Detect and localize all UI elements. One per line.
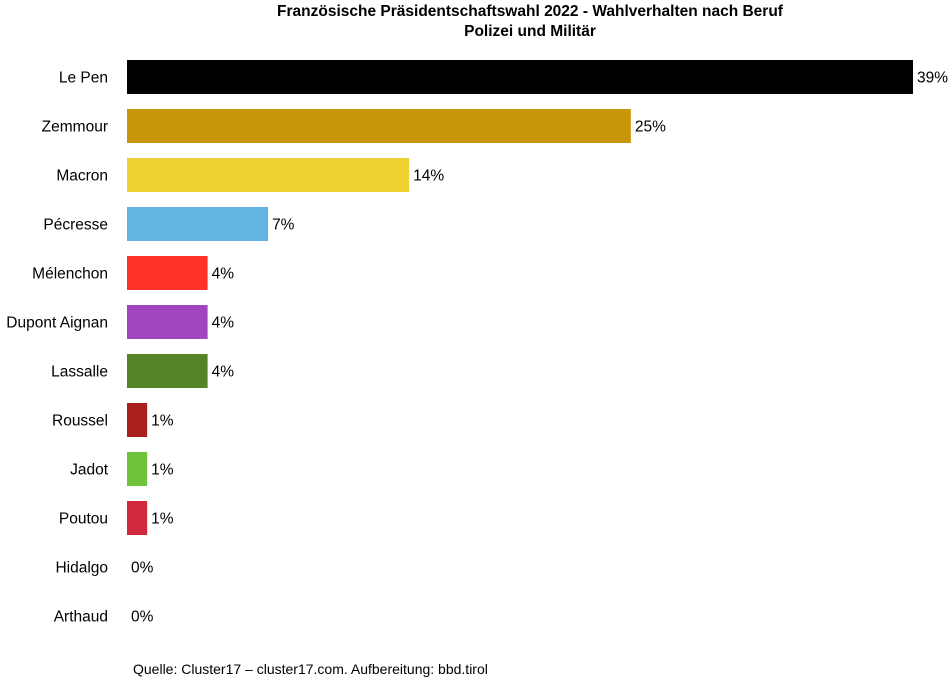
bar-le-pen (127, 60, 913, 94)
category-label-melenchon: Mélenchon (32, 266, 108, 283)
category-label-dupont-aignan: Dupont Aignan (6, 315, 108, 332)
value-label-hidalgo: 0% (131, 560, 154, 577)
category-label-le-pen: Le Pen (59, 70, 108, 87)
category-label-zemmour: Zemmour (42, 119, 108, 136)
category-label-pecresse: Pécresse (43, 217, 108, 234)
bar-melenchon (127, 256, 208, 290)
bars-group: Le Pen 39% Zemmour 25% Macron 14% Pécresse 7% Mé… (6, 60, 948, 626)
category-label-roussel: Roussel (52, 413, 108, 430)
source-note: Quelle: Cluster17 – cluster17.com. Aufbe… (133, 661, 488, 677)
chart-title: Französische Präsidentschaftswahl 2022 -… (277, 3, 784, 20)
value-label-poutou: 1% (151, 511, 174, 528)
chart-subtitle: Polizei und Militär (464, 23, 596, 40)
value-label-dupont-aignan: 4% (212, 315, 235, 332)
category-label-hidalgo: Hidalgo (55, 560, 108, 577)
value-label-arthaud: 0% (131, 609, 154, 626)
bar-pecresse (127, 207, 269, 241)
value-label-lassalle: 4% (212, 364, 235, 381)
value-label-roussel: 1% (151, 413, 174, 430)
bar-dupont-aignan (127, 305, 208, 339)
value-label-le-pen: 39% (917, 70, 948, 87)
category-label-lassalle: Lassalle (51, 364, 108, 381)
bar-macron (127, 158, 410, 192)
bar-jadot (127, 452, 148, 486)
value-label-pecresse: 7% (272, 217, 295, 234)
value-label-macron: 14% (413, 168, 444, 185)
value-label-jadot: 1% (151, 462, 174, 479)
category-label-jadot: Jadot (70, 462, 109, 479)
bar-zemmour (127, 109, 631, 143)
bar-roussel (127, 403, 148, 437)
value-label-melenchon: 4% (212, 266, 235, 283)
value-label-zemmour: 25% (635, 119, 666, 136)
category-label-arthaud: Arthaud (54, 609, 108, 626)
category-label-macron: Macron (56, 168, 108, 185)
bar-poutou (127, 501, 148, 535)
category-label-poutou: Poutou (59, 511, 108, 528)
bar-lassalle (127, 354, 208, 388)
